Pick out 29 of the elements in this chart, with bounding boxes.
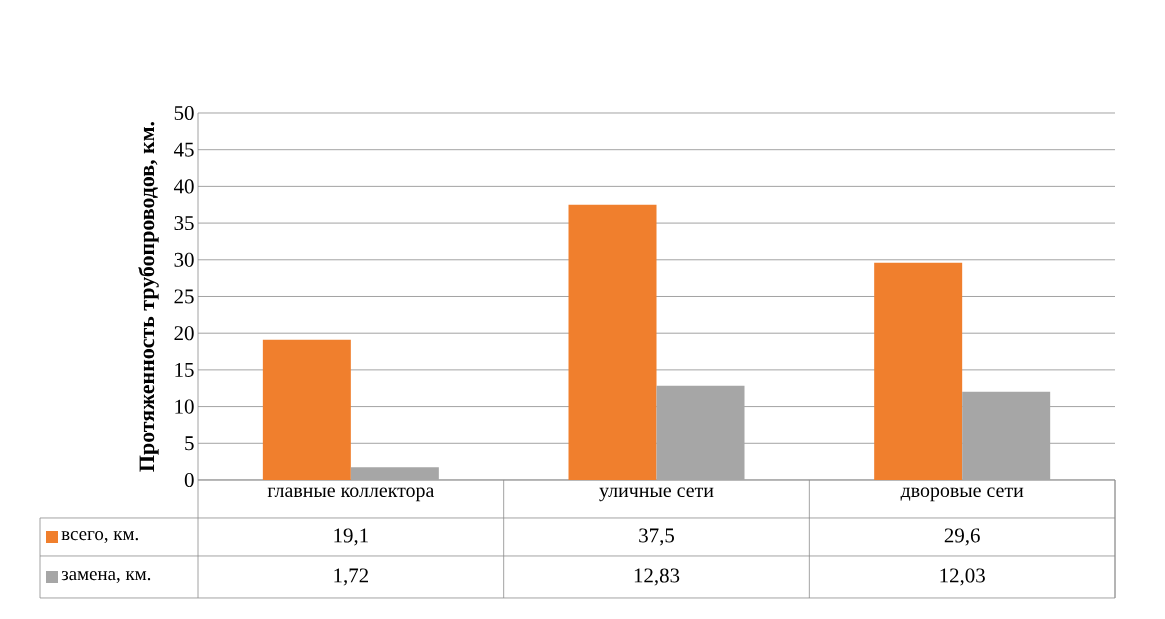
y-tick-label: 5: [185, 436, 194, 451]
y-tick-label: 35: [174, 216, 194, 231]
y-tick-label: 0: [184, 472, 194, 488]
bar: [262, 339, 351, 480]
data-label: 12,83: [634, 568, 680, 586]
y-tick-label: 40: [173, 179, 194, 194]
x-tick-label: уличные сети: [599, 487, 714, 502]
bar: [568, 204, 657, 480]
bar: [350, 467, 439, 480]
bar: [874, 262, 963, 480]
data-label: 37,5: [639, 528, 674, 546]
bar: [962, 391, 1051, 480]
legend-label: всего, км.: [61, 531, 138, 543]
y-tick-label: 45: [173, 142, 194, 157]
x-tick-label: главные коллектора: [267, 487, 435, 502]
y-axis-title: Протяженность трубопроводов, км.: [138, 121, 159, 472]
bar: [656, 385, 745, 480]
y-tick-label: 10: [175, 399, 194, 414]
data-label: 1,72: [334, 568, 368, 586]
x-tick-label: дворовые сети: [900, 487, 1024, 502]
y-tick-label: 50: [174, 105, 194, 121]
y-tick-label: 15: [175, 362, 194, 377]
legend-label: замена, км.: [61, 571, 151, 583]
data-label: 29,6: [944, 528, 980, 546]
y-tick-label: 20: [174, 326, 194, 341]
data-label: 12,03: [940, 568, 985, 586]
y-tick-label: 25: [174, 289, 194, 304]
y-tick-label: 30: [174, 252, 194, 267]
data-label: 19,1: [334, 528, 368, 546]
